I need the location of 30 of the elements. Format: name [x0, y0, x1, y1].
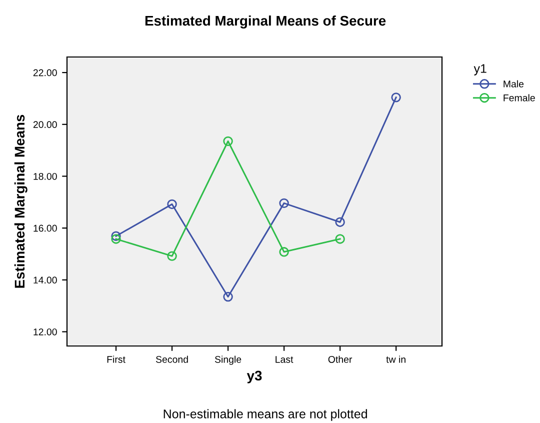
y-tick-label: 14.00 — [34, 276, 57, 284]
point — [167, 199, 177, 210]
x-tick-label: tw in — [386, 356, 406, 363]
chart-title: Estimated Marginal Means of Secure — [145, 15, 386, 29]
y-tick-label: 16.00 — [34, 224, 57, 232]
x-tick-label: Other — [328, 356, 352, 363]
y-tick-label: 20.00 — [33, 121, 57, 128]
point — [279, 247, 289, 257]
point — [223, 136, 233, 146]
x-axis-title: y3 — [246, 370, 262, 384]
legend-label: Male — [504, 80, 524, 88]
x-tick-label: Last — [276, 356, 294, 363]
point — [111, 231, 121, 241]
point — [111, 234, 121, 244]
text: Non-estimable means are not plotted — [164, 409, 367, 421]
y-tick-label: 22.00 — [33, 69, 57, 76]
y-tick-label: 18.00 — [34, 172, 57, 180]
x-tick-label: Second — [156, 356, 188, 363]
legend-label: Female — [504, 94, 535, 102]
point — [391, 92, 401, 102]
point — [335, 217, 345, 227]
point — [279, 198, 289, 208]
x-tick-label: First — [107, 356, 126, 363]
point — [223, 292, 233, 302]
legend-title: y1 — [474, 64, 486, 76]
y-axis-title: Estimated Marginal Means — [14, 114, 28, 288]
y-tick-label: 12.00 — [34, 328, 57, 336]
x-tick-label: Single — [214, 356, 242, 365]
point — [167, 251, 177, 261]
point — [335, 234, 345, 244]
